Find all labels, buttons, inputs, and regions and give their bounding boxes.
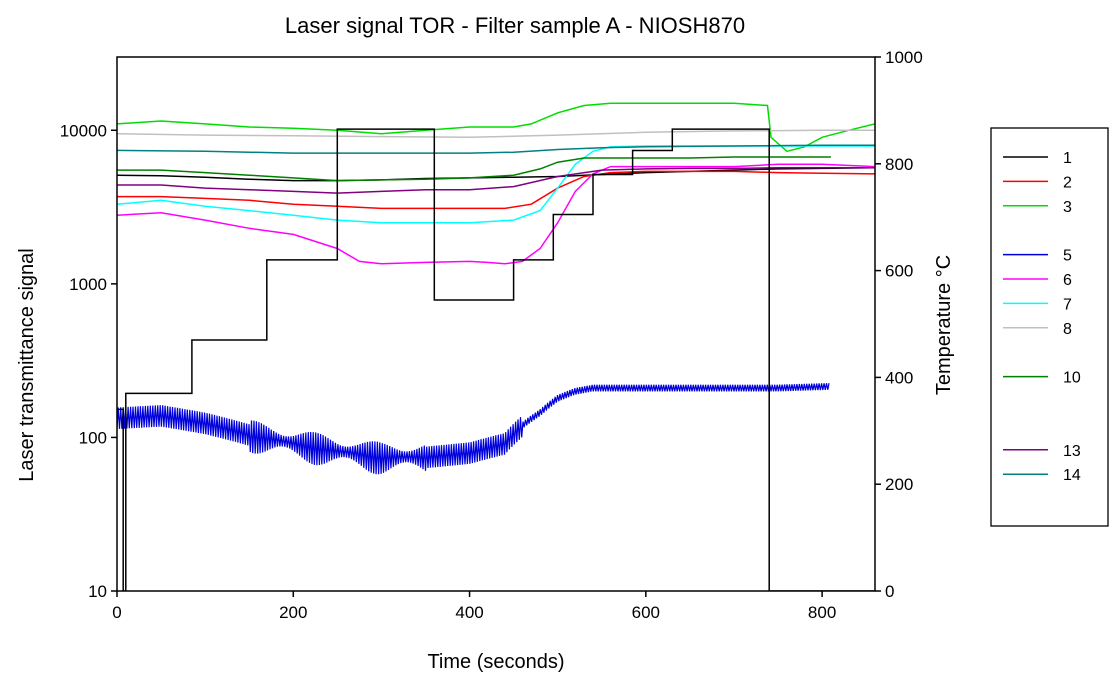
- series-line-3: [117, 102, 875, 153]
- series-line-8: [117, 129, 875, 139]
- x-tick-label: 400: [455, 603, 483, 622]
- plot-frame: [116, 56, 876, 592]
- x-tick-label: 600: [632, 603, 660, 622]
- legend-label-14: 14: [1063, 467, 1081, 484]
- y-axis-title: Laser transmittance signal: [16, 248, 38, 481]
- x-tick-label: 0: [112, 603, 121, 622]
- legend-label-2: 2: [1063, 174, 1072, 191]
- plot-area: [117, 102, 875, 591]
- legend: 1 2 3 5 6 7 8 10 13 14: [990, 127, 1109, 527]
- y2-tick-label: 600: [885, 262, 913, 281]
- series-line-13: [117, 167, 875, 194]
- series-line-2: [117, 170, 875, 210]
- legend-label-1: 1: [1063, 150, 1072, 167]
- x-tick-label: 800: [808, 603, 836, 622]
- legend-label-7: 7: [1063, 296, 1072, 313]
- series-line-14: [117, 144, 875, 154]
- y-tick-label: 10: [88, 582, 107, 601]
- y-tick-label: 10000: [60, 121, 107, 140]
- y-tick-label: 1000: [69, 275, 107, 294]
- legend-label-5: 5: [1063, 248, 1072, 265]
- series-line-10: [117, 156, 831, 182]
- chart-title: Laser signal TOR - Filter sample A - NIO…: [285, 13, 745, 38]
- legend-label-8: 8: [1063, 321, 1072, 338]
- y2-axis-title: Temperature °C: [933, 255, 955, 395]
- legend-label-10: 10: [1063, 370, 1081, 387]
- y2-tick-label: 0: [885, 582, 894, 601]
- y2-tick-label: 400: [885, 368, 913, 387]
- x-axis-title: Time (seconds): [427, 651, 564, 673]
- series-line-1: [117, 167, 875, 182]
- y2-tick-label: 800: [885, 155, 913, 174]
- y-tick-label: 100: [79, 428, 107, 447]
- series-line-5: [117, 382, 830, 475]
- axes: 0 200 400 600 800 10 100 1000 10000 0 200 400 600 800…: [60, 48, 923, 622]
- y2-tick-label: 200: [885, 475, 913, 494]
- legend-box: [990, 127, 1109, 527]
- legend-label-6: 6: [1063, 272, 1072, 289]
- series-line-6: [117, 163, 875, 265]
- x-tick-label: 200: [279, 603, 307, 622]
- legend-label-13: 13: [1063, 443, 1081, 460]
- y2-tick-label: 1000: [885, 48, 923, 67]
- series-line-temperature: [117, 128, 875, 591]
- legend-label-3: 3: [1063, 199, 1072, 216]
